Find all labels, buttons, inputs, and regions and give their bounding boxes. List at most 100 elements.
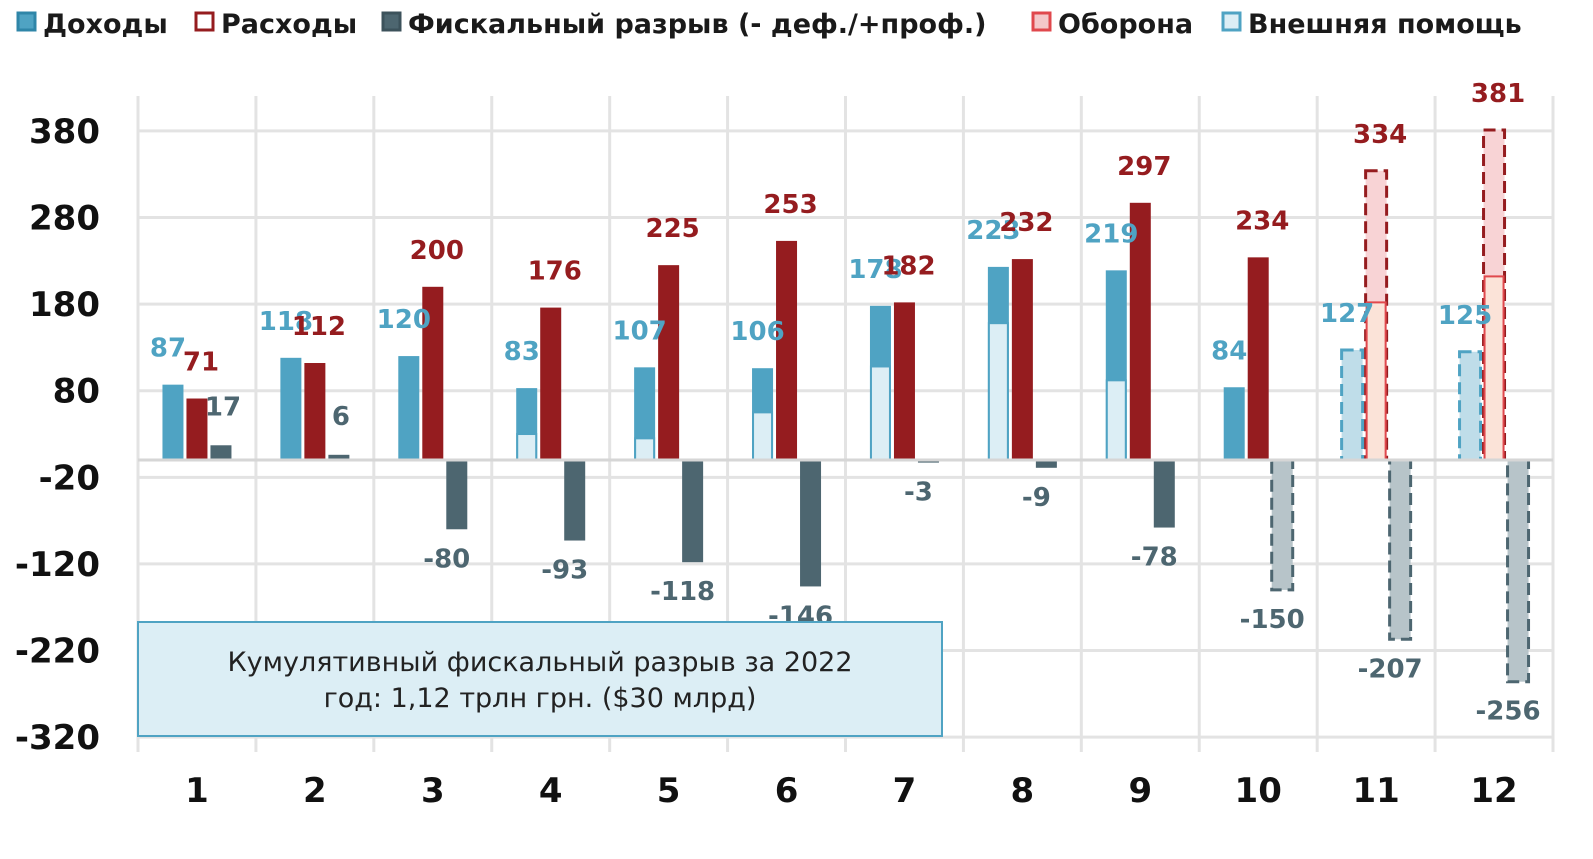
data-label: 127 bbox=[1320, 299, 1374, 329]
data-label: -207 bbox=[1358, 654, 1423, 684]
data-label: 234 bbox=[1235, 206, 1289, 236]
data-label: 223 bbox=[966, 216, 1020, 246]
data-label: -150 bbox=[1240, 605, 1305, 635]
legend-label: Расходы bbox=[221, 9, 357, 40]
data-label: 178 bbox=[848, 255, 902, 285]
data-label: 112 bbox=[292, 312, 346, 342]
data-label: 71 bbox=[183, 348, 219, 378]
expense-bar bbox=[304, 363, 326, 460]
fiscal-gap-bar bbox=[446, 460, 468, 530]
expense-bar bbox=[1247, 257, 1269, 460]
data-label: 232 bbox=[999, 208, 1053, 238]
foreign-aid-bar bbox=[1105, 379, 1127, 461]
fiscal-gap-bar bbox=[1035, 460, 1057, 468]
y-tick-label: -220 bbox=[15, 632, 100, 672]
data-label: 334 bbox=[1353, 120, 1407, 150]
data-label: 225 bbox=[645, 214, 699, 244]
y-tick-label: -320 bbox=[15, 718, 100, 758]
legend-label: Фискальный разрыв (- деф./+проф.) bbox=[408, 9, 986, 40]
y-tick-label: 280 bbox=[29, 199, 100, 239]
revenue-bar bbox=[634, 367, 656, 460]
revenue-bar bbox=[398, 356, 420, 460]
legend-swatch bbox=[1031, 11, 1052, 32]
y-tick-label: 180 bbox=[29, 285, 100, 325]
data-label: -256 bbox=[1476, 697, 1541, 727]
data-label: -93 bbox=[541, 556, 588, 586]
data-label: -3 bbox=[904, 478, 933, 508]
foreign-aid-bar bbox=[634, 437, 656, 462]
data-label: 200 bbox=[410, 236, 464, 266]
data-label: 176 bbox=[528, 257, 582, 287]
y-axis-ticks: 380 280 180 80 -20 -120 -220 -320 bbox=[15, 112, 100, 758]
legend-label: Внешняя помощь bbox=[1248, 9, 1522, 40]
expense-bar bbox=[776, 240, 798, 460]
fiscal-gap-bar bbox=[682, 460, 704, 563]
note-line-2: год: 1,12 трлн грн. ($30 млрд) bbox=[324, 683, 757, 714]
y-tick-label: -120 bbox=[15, 545, 100, 585]
x-tick-label: 8 bbox=[1011, 771, 1035, 811]
data-label: 106 bbox=[730, 317, 784, 347]
data-label: 87 bbox=[150, 334, 186, 364]
data-label: -9 bbox=[1022, 483, 1051, 513]
cumulative-gap-note: Кумулятивный фискальный разрыв за 2022 г… bbox=[137, 621, 943, 737]
data-label: -78 bbox=[1131, 543, 1178, 573]
fiscal-gap-bar bbox=[328, 454, 350, 460]
data-label: 107 bbox=[612, 316, 666, 346]
fiscal-gap-bar bbox=[1506, 458, 1531, 684]
revenue-bar bbox=[1223, 387, 1245, 460]
fiscal-gap-bar bbox=[1388, 458, 1413, 641]
legend-swatch bbox=[16, 11, 37, 32]
expense-bar bbox=[893, 302, 915, 460]
x-axis-ticks: 1 2 3 4 5 6 7 8 9 10 11 12 bbox=[185, 771, 1518, 811]
legend-label: Доходы bbox=[43, 9, 168, 40]
y-tick-label: 380 bbox=[29, 112, 100, 152]
fiscal-gap-bar bbox=[1270, 458, 1295, 592]
foreign-aid-bar bbox=[516, 433, 538, 461]
data-label: 118 bbox=[259, 307, 313, 337]
foreign-aid-bar bbox=[869, 365, 891, 461]
data-label: 120 bbox=[377, 305, 431, 335]
data-label: -118 bbox=[650, 577, 715, 607]
revenue-bar bbox=[1458, 350, 1483, 462]
revenue-bar bbox=[280, 357, 302, 460]
data-label: 253 bbox=[763, 190, 817, 220]
x-tick-label: 7 bbox=[893, 771, 917, 811]
expense-bar bbox=[1129, 202, 1151, 460]
x-tick-label: 2 bbox=[303, 771, 327, 811]
x-tick-label: 3 bbox=[421, 771, 445, 811]
x-tick-label: 6 bbox=[775, 771, 799, 811]
fiscal-gap-bar bbox=[800, 460, 822, 587]
x-tick-label: 10 bbox=[1235, 771, 1282, 811]
legend-swatch bbox=[1221, 11, 1242, 32]
expense-bar bbox=[540, 307, 562, 460]
x-tick-label: 1 bbox=[185, 771, 209, 811]
x-tick-label: 11 bbox=[1352, 771, 1399, 811]
legend: Доходы Расходы Фискальный разрыв (- деф./+… bbox=[16, 9, 1522, 40]
legend-swatch bbox=[381, 11, 402, 32]
x-tick-label: 5 bbox=[657, 771, 681, 811]
foreign-aid-bar bbox=[987, 322, 1009, 461]
fiscal-gap-bar bbox=[564, 460, 586, 541]
data-label: 83 bbox=[504, 337, 540, 367]
legend-label: Оборона bbox=[1058, 9, 1193, 40]
fiscal-gap-bar bbox=[1153, 460, 1175, 528]
foreign-aid-bar bbox=[752, 411, 774, 461]
data-label: 125 bbox=[1438, 301, 1492, 331]
data-label: 219 bbox=[1084, 219, 1138, 249]
revenue-bar bbox=[162, 384, 184, 460]
data-label: -80 bbox=[423, 544, 470, 574]
expense-bar bbox=[186, 398, 208, 460]
note-background bbox=[137, 621, 943, 737]
note-line-1: Кумулятивный фискальный разрыв за 2022 bbox=[227, 647, 852, 678]
data-label: 381 bbox=[1471, 79, 1525, 109]
expense-bar bbox=[422, 286, 444, 460]
x-tick-label: 12 bbox=[1470, 771, 1517, 811]
y-tick-label: 80 bbox=[53, 372, 100, 412]
bars bbox=[162, 128, 1531, 684]
revenue-bar bbox=[1340, 348, 1365, 462]
expense-bar bbox=[1011, 259, 1033, 460]
x-tick-label: 9 bbox=[1128, 771, 1152, 811]
data-label: 84 bbox=[1211, 336, 1247, 366]
